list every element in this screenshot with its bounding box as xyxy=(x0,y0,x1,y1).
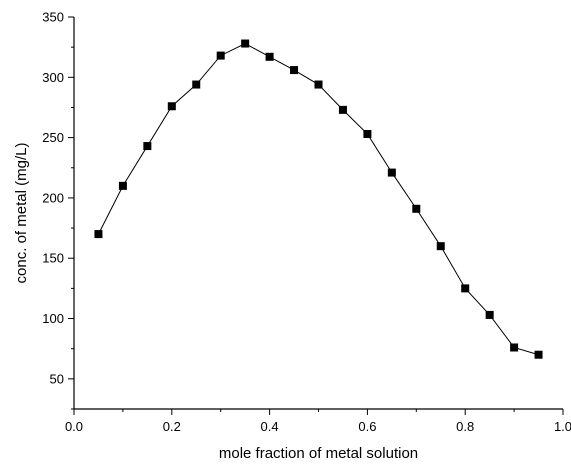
data-point-marker xyxy=(534,350,543,359)
y-tick-label: 350 xyxy=(42,10,64,25)
data-point-marker xyxy=(436,242,445,251)
data-point-marker xyxy=(241,39,250,48)
x-tick-label: 0.2 xyxy=(163,419,181,434)
x-tick-label: 0.0 xyxy=(65,419,83,434)
data-point-marker xyxy=(485,310,494,319)
data-point-marker xyxy=(338,105,347,114)
x-tick-label: 0.6 xyxy=(358,419,376,434)
ticks xyxy=(68,16,564,415)
y-tick-label: 150 xyxy=(42,251,64,266)
x-tick-label: 0.8 xyxy=(456,419,474,434)
y-tick-label: 100 xyxy=(42,311,64,326)
axes xyxy=(73,17,563,410)
data-point-marker xyxy=(510,343,519,352)
data-point-marker xyxy=(290,66,299,75)
series-layer xyxy=(94,39,543,359)
y-tick-label: 250 xyxy=(42,130,64,145)
y-tick-label: 300 xyxy=(42,70,64,85)
y-tick-label: 50 xyxy=(50,371,64,386)
x-axis-title: mole fraction of metal solution xyxy=(219,445,418,462)
data-point-marker xyxy=(94,230,103,239)
series-line xyxy=(98,42,539,356)
x-tick-label: 0.4 xyxy=(261,419,279,434)
data-point-marker xyxy=(314,80,323,89)
data-point-marker xyxy=(363,129,372,138)
data-point-marker xyxy=(118,181,127,190)
data-point-marker xyxy=(461,284,470,293)
data-point-marker xyxy=(192,80,201,89)
data-point-marker xyxy=(167,102,176,111)
data-point-marker xyxy=(143,142,152,151)
data-point-marker xyxy=(387,168,396,177)
y-axis-title: conc. of metal (mg/L) xyxy=(13,143,30,284)
data-point-marker xyxy=(216,51,225,60)
x-tick-label: 1.0 xyxy=(554,419,571,434)
data-point-marker xyxy=(265,52,274,61)
data-point-marker xyxy=(412,204,421,213)
y-tick-label: 200 xyxy=(42,190,64,205)
tick-labels: 0.0 0.2 0.4 0.6 0.8 1.0 50 100 150 200 250 300 350 xyxy=(42,10,571,435)
